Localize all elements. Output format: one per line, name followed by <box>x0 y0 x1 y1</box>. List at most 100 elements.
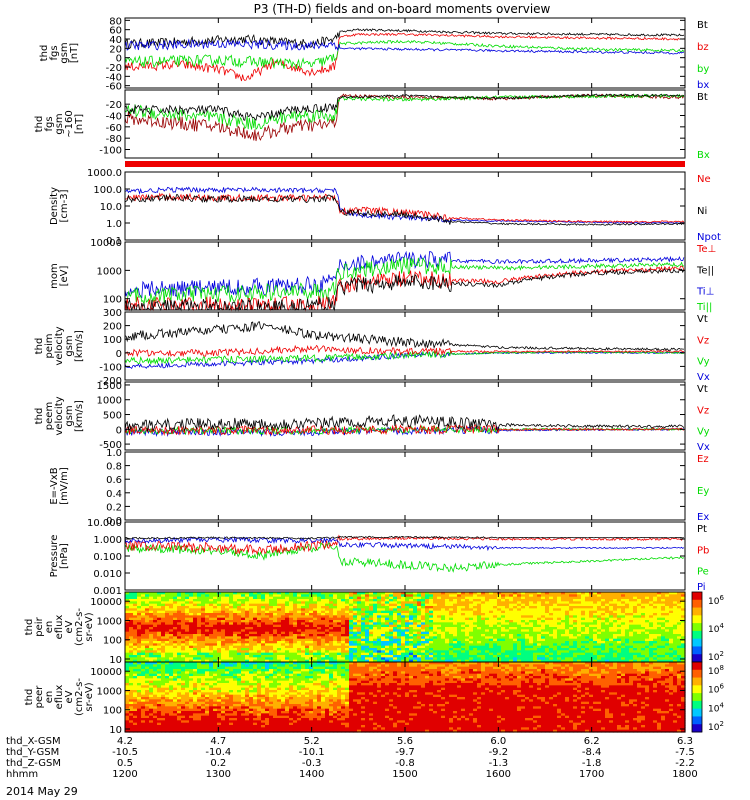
spectrogram-cell <box>517 627 522 630</box>
spectrogram-cell <box>485 622 490 626</box>
spectrogram-cell <box>561 657 566 661</box>
spectrogram-cell <box>529 617 534 621</box>
spectrogram-cell <box>457 641 462 644</box>
spectrogram-cell <box>665 657 670 661</box>
spectrogram-cell <box>429 620 434 623</box>
colorbar-segment <box>692 623 702 628</box>
spectrogram-cell <box>665 603 670 607</box>
spectrogram-cell <box>229 631 234 635</box>
spectrogram-cell <box>237 638 242 642</box>
spectrogram-cell <box>221 631 226 635</box>
spectrogram-cell <box>309 645 314 649</box>
spectrogram-cell <box>161 594 166 598</box>
spectrogram-cell <box>677 657 682 661</box>
spectrogram-cell <box>357 601 362 605</box>
spectrogram-cell <box>381 659 386 663</box>
spectrogram-cell <box>629 594 634 598</box>
spectrogram-cell <box>389 638 394 642</box>
spectrogram-cell <box>457 608 462 612</box>
spectrogram-cell <box>593 629 598 633</box>
spectrogram-cell <box>185 629 190 633</box>
spectrogram-cell <box>545 659 550 663</box>
spectrogram-cell <box>469 603 474 607</box>
spectrogram-cell <box>409 638 414 642</box>
spectrogram-cell <box>589 627 594 630</box>
spectrogram-cell <box>205 617 210 621</box>
spectrogram-cell <box>249 636 254 640</box>
spectrogram-cell <box>301 655 306 658</box>
spectrogram-cell <box>581 627 586 630</box>
spectrogram-cell <box>149 636 154 640</box>
spectrogram-cell <box>321 648 326 651</box>
spectrogram-cell <box>209 613 214 616</box>
spectrogram-cell <box>129 699 134 703</box>
spectrogram-cell <box>165 643 170 647</box>
spectrogram-cell <box>125 725 130 728</box>
spectrogram-cell <box>549 592 554 595</box>
spectrogram-cell <box>145 592 150 595</box>
spectrogram-cell <box>253 643 258 647</box>
y-tick-label: -60 <box>106 123 122 134</box>
spectrogram-cell <box>593 648 598 651</box>
spectrogram-cell <box>149 627 154 630</box>
spectrogram-cell <box>257 650 262 654</box>
spectrogram-cell <box>205 655 210 658</box>
spectrogram-cell <box>165 671 170 675</box>
spectrogram-cell <box>313 655 318 658</box>
spectrogram-cell <box>145 638 150 642</box>
spectrogram-cell <box>493 643 498 647</box>
spectrogram-cell <box>465 610 470 614</box>
spectrogram-cell <box>481 596 486 600</box>
spectrogram-cell <box>265 615 270 619</box>
spectrogram-cell <box>357 652 362 656</box>
spectrogram-cell <box>657 657 662 661</box>
spectrogram-cell <box>161 655 166 658</box>
spectrogram-cell <box>621 610 626 614</box>
legend-entry: Vx <box>697 372 710 383</box>
spectrogram-cell <box>221 601 226 605</box>
spectrogram-cell <box>617 592 622 595</box>
spectrogram-cell <box>141 629 146 633</box>
spectrogram-cell <box>553 620 558 623</box>
spectrogram-cell <box>197 615 202 619</box>
spectrogram-cell <box>485 620 490 623</box>
spectrogram-cell <box>341 657 346 661</box>
spectrogram-cell <box>145 701 150 705</box>
spectrogram-cell <box>605 624 610 628</box>
spectrogram-cell <box>509 631 514 635</box>
spectrogram-cell <box>377 613 382 616</box>
spectrogram-cell <box>613 641 618 644</box>
spectrogram-cell <box>261 645 266 649</box>
spectrogram-cell <box>305 603 310 607</box>
spectrogram-cell <box>145 659 150 663</box>
spectrogram-cell <box>461 596 466 600</box>
spectrogram-cell <box>233 650 238 654</box>
spectrogram-cell <box>649 615 654 619</box>
spectrogram-cell <box>277 599 282 602</box>
spectrogram-cell <box>153 718 158 721</box>
spectrogram-cell <box>153 711 158 714</box>
spectrogram-cell <box>149 713 154 717</box>
spectrogram-cell <box>385 592 390 595</box>
spectrogram-cell <box>337 631 342 635</box>
spectrogram-cell <box>445 606 450 609</box>
spectrogram-cell <box>397 652 402 656</box>
spectrogram-cell <box>649 596 654 600</box>
spectrogram-cell <box>469 657 474 661</box>
spectrogram-cell <box>189 624 194 628</box>
spectrogram-cell <box>141 592 146 595</box>
spectrogram-cell <box>393 615 398 619</box>
spectrogram-cell <box>609 596 614 600</box>
spectrogram-cell <box>273 636 278 640</box>
spectrogram-cell <box>405 655 410 658</box>
spectrogram-cell <box>169 643 174 647</box>
spectrogram-cell <box>669 629 674 633</box>
spectrogram-cell <box>465 627 470 630</box>
spectrogram-cell <box>229 613 234 616</box>
spectrogram-cell <box>133 617 138 621</box>
spectrogram-cell <box>321 631 326 635</box>
spectrogram-cell <box>657 613 662 616</box>
y-axis-label: peem <box>44 402 55 430</box>
spectrogram-cell <box>601 610 606 614</box>
panel-frame <box>124 451 686 521</box>
